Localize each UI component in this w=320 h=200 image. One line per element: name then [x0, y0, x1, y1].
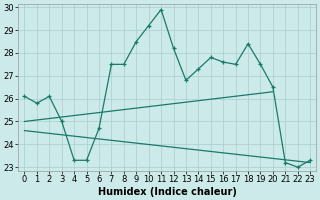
X-axis label: Humidex (Indice chaleur): Humidex (Indice chaleur): [98, 187, 237, 197]
